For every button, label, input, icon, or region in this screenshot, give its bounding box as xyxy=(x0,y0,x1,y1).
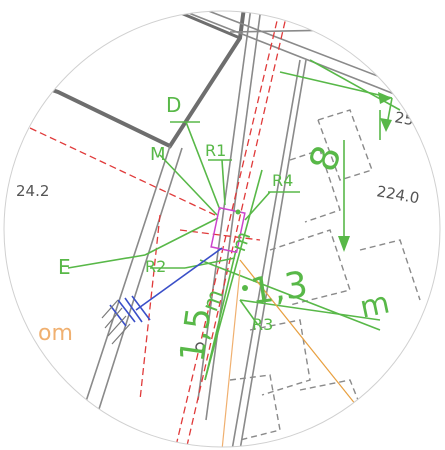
hatch-marks xyxy=(101,299,131,345)
label-r3: R3 xyxy=(252,315,273,334)
orange-lines xyxy=(221,259,361,447)
r3-point-marker xyxy=(242,285,248,291)
survey-point-marker xyxy=(195,342,205,352)
unit-m-right: m xyxy=(357,285,393,325)
label-e: E xyxy=(58,255,71,279)
r1-point-marker xyxy=(235,209,241,215)
label-r1: R1 xyxy=(205,141,226,160)
dimension-1-5: 1,5 xyxy=(172,305,219,364)
red-boundary-lines xyxy=(29,11,291,447)
elevation-left: 24.2 xyxy=(16,182,49,200)
label-m: M xyxy=(150,144,166,165)
dashed-structures xyxy=(229,109,421,441)
label-om: om xyxy=(38,321,73,346)
blue-connection xyxy=(109,247,223,327)
label-d: D xyxy=(166,93,181,117)
lens-border xyxy=(3,10,441,448)
green-arrowheads xyxy=(338,92,392,252)
dimension-1-3: 1,3 xyxy=(248,264,310,313)
building-box xyxy=(210,206,246,254)
elevation-bottom-left: 223.08 xyxy=(7,375,36,390)
label-r2: R2 xyxy=(145,257,166,276)
point-markers xyxy=(195,209,248,352)
label-r4: R4 xyxy=(272,171,293,190)
green-reference-lines xyxy=(67,59,401,381)
north-label: N xyxy=(0,97,15,121)
